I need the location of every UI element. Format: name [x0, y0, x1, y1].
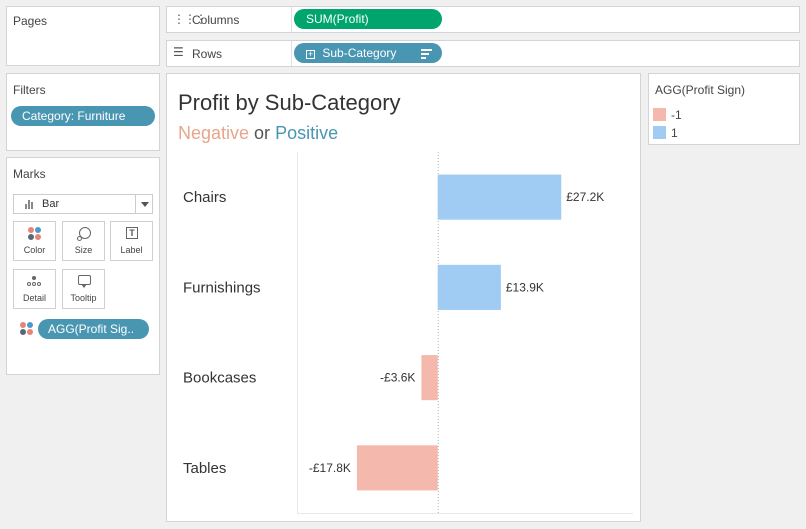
detail-icon	[14, 273, 55, 293]
chart-subtitle: Negative or Positive	[178, 123, 338, 143]
legend-card: AGG(Profit Sign) -1 1	[648, 73, 800, 145]
legend-title: AGG(Profit Sign)	[655, 83, 746, 97]
size-label: Size	[74, 245, 93, 255]
label-label: Label	[120, 245, 143, 255]
size-icon	[63, 225, 104, 245]
pages-card: Pages	[6, 6, 160, 66]
rows-label: Rows	[192, 47, 223, 61]
chevron-down-icon[interactable]	[141, 202, 149, 207]
chart-svg: Profit by Sub-Category Negative or Posit…	[178, 90, 633, 514]
pages-title: Pages	[13, 14, 48, 28]
rows-shelf[interactable]: ☰ Rows + Sub-Category	[166, 40, 800, 67]
filter-pill-label: Category: Furniture	[22, 109, 126, 123]
color-field-pill-label: AGG(Profit Sig..	[48, 322, 135, 336]
color-field-pill[interactable]: AGG(Profit Sig..	[38, 319, 149, 339]
mark-type-dropdown[interactable]: Bar	[13, 194, 153, 214]
marks-title: Marks	[13, 167, 46, 181]
text-label-icon: T	[111, 225, 152, 245]
subtitle-or: or	[249, 123, 275, 143]
bar-chairs[interactable]	[437, 174, 562, 220]
legend-label-negative: -1	[671, 108, 682, 122]
columns-pill[interactable]: SUM(Profit)	[294, 9, 442, 29]
value-label-tables: -£17.8K	[309, 461, 351, 475]
legend-swatch-positive[interactable]	[653, 126, 666, 139]
legend-swatch-negative[interactable]	[653, 108, 666, 121]
category-label-chairs: Chairs	[183, 189, 226, 206]
rows-icon: ☰	[173, 45, 184, 59]
category-label-bookcases: Bookcases	[183, 370, 256, 387]
tooltip-button[interactable]: Tooltip	[62, 269, 105, 309]
category-label-tables: Tables	[183, 460, 226, 477]
rows-pill-label: Sub-Category	[322, 46, 397, 60]
value-label-chairs: £27.2K	[566, 190, 604, 204]
category-label-furnishings: Furnishings	[183, 279, 261, 296]
detail-label: Detail	[22, 293, 46, 303]
columns-label: Columns	[192, 13, 240, 27]
chart-title: Profit by Sub-Category	[178, 90, 401, 115]
filter-pill[interactable]: Category: Furniture	[11, 106, 155, 126]
bar-furnishings[interactable]	[437, 264, 501, 310]
color-button[interactable]: Color	[13, 221, 56, 261]
sort-icon[interactable]	[421, 49, 432, 59]
label-button[interactable]: T Label	[110, 221, 153, 261]
bars-layer: Chairs £27.2K Furnishings £13.9K Bookcases -£…	[183, 174, 604, 491]
subtitle-negative: Negative	[178, 123, 249, 143]
rows-pill[interactable]: + Sub-Category	[294, 43, 442, 63]
columns-pill-label: SUM(Profit)	[306, 12, 369, 26]
filters-title: Filters	[13, 83, 46, 97]
columns-shelf[interactable]: ⋮⋮⋮ Columns SUM(Profit)	[166, 6, 800, 33]
value-label-bookcases: -£3.6K	[380, 371, 415, 385]
color-icon	[14, 225, 55, 245]
dropdown-divider	[135, 195, 136, 213]
detail-button[interactable]: Detail	[13, 269, 56, 309]
filters-card: Filters Category: Furniture	[6, 73, 160, 151]
color-label: Color	[23, 245, 46, 255]
marks-card: Marks Bar Color Size T Label	[6, 157, 160, 375]
expand-icon[interactable]: +	[306, 49, 315, 59]
columns-icon: ⋮⋮⋮	[173, 12, 207, 26]
tooltip-label: Tooltip	[70, 293, 97, 303]
size-button[interactable]: Size	[62, 221, 105, 261]
chart-panel: Profit by Sub-Category Negative or Posit…	[166, 73, 641, 522]
value-label-furnishings: £13.9K	[506, 280, 544, 294]
bar-tables[interactable]	[356, 445, 438, 491]
mark-type-label: Bar	[42, 198, 60, 210]
bar-bookcases[interactable]	[421, 355, 438, 401]
tooltip-icon	[63, 273, 104, 293]
bar-chart-icon	[25, 200, 34, 209]
color-field-icon	[20, 322, 34, 336]
subtitle-positive: Positive	[275, 123, 338, 143]
legend-label-positive: 1	[671, 126, 678, 140]
